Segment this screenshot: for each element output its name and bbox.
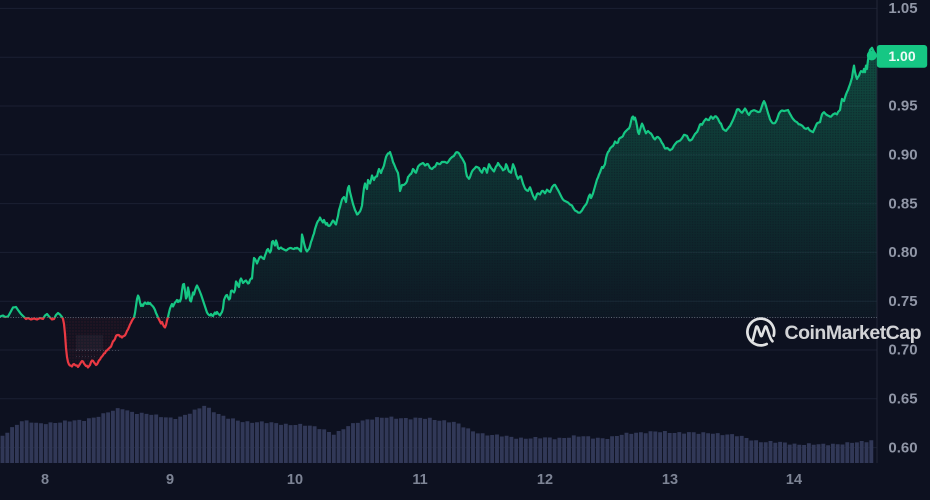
svg-text:0.70: 0.70	[888, 342, 917, 359]
svg-text:8: 8	[41, 472, 49, 488]
svg-text:0.95: 0.95	[888, 98, 917, 115]
svg-text:11: 11	[412, 472, 427, 488]
svg-text:0.65: 0.65	[888, 391, 917, 408]
svg-text:0.75: 0.75	[888, 293, 917, 310]
svg-text:1.00: 1.00	[888, 48, 915, 64]
svg-text:9: 9	[166, 472, 174, 488]
svg-text:0.85: 0.85	[888, 195, 917, 212]
svg-text:0.80: 0.80	[888, 244, 917, 261]
svg-text:CoinMarketCap: CoinMarketCap	[785, 322, 922, 344]
svg-text:0.90: 0.90	[888, 147, 917, 164]
svg-text:14: 14	[786, 472, 802, 488]
svg-text:0.60: 0.60	[888, 439, 917, 456]
svg-text:12: 12	[537, 472, 553, 488]
svg-text:13: 13	[662, 472, 678, 488]
svg-text:10: 10	[287, 472, 303, 488]
svg-text:1.05: 1.05	[888, 0, 917, 17]
